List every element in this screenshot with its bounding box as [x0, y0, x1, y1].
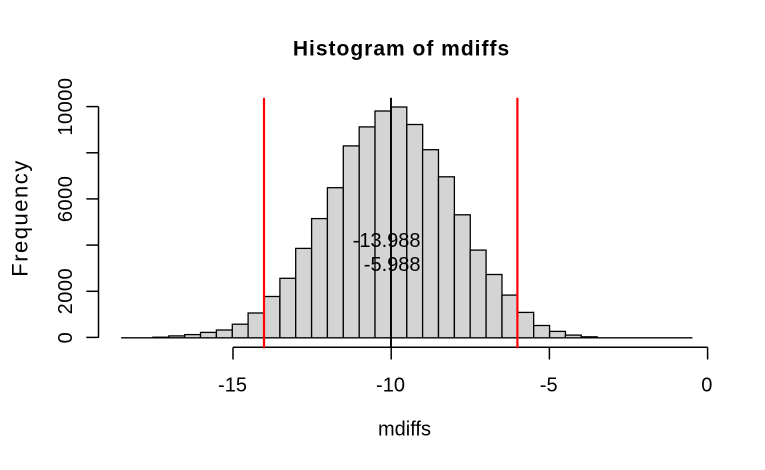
svg-text:0: 0 [701, 375, 712, 397]
svg-text:-10: -10 [376, 375, 405, 397]
svg-text:-5: -5 [540, 375, 558, 397]
svg-text:6000: 6000 [55, 176, 77, 223]
svg-text:-5.988: -5.988 [364, 254, 421, 276]
svg-text:mdiffs: mdiffs [378, 419, 431, 441]
svg-text:10000: 10000 [55, 78, 77, 136]
svg-text:-15: -15 [218, 375, 247, 397]
svg-text:0: 0 [55, 332, 77, 344]
svg-text:-13.988: -13.988 [353, 230, 421, 252]
svg-text:Histogram of mdiffs: Histogram of mdiffs [293, 38, 510, 61]
svg-text:Frequency: Frequency [7, 159, 32, 276]
svg-text:2000: 2000 [55, 268, 77, 315]
